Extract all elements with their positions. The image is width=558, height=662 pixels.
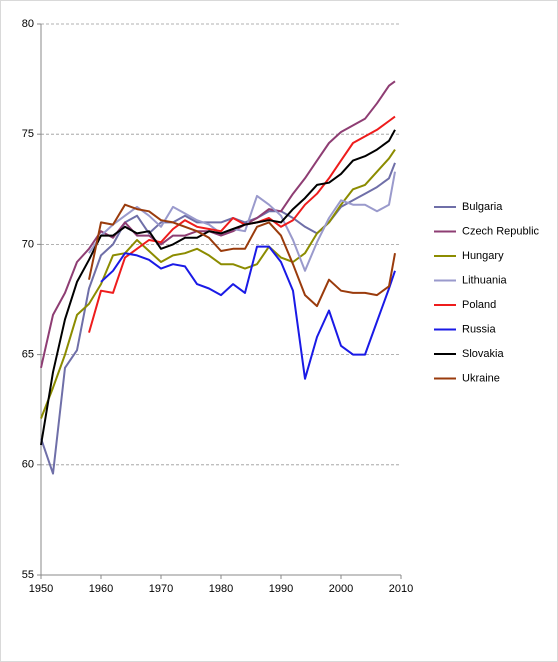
legend-label: Czech Republic [462, 225, 540, 237]
x-tick-label: 1990 [269, 583, 293, 595]
series-line [88, 203, 396, 308]
x-tick-label: 1980 [209, 583, 233, 595]
y-tick-label: 60 [22, 459, 34, 471]
series-line [40, 129, 396, 446]
y-tick-label: 75 [22, 128, 34, 140]
grid: 55 60 65 70 75 80 1950 1960 1970 1980 1990 2000 2010 [22, 18, 413, 595]
y-tick-label: 55 [22, 569, 34, 581]
x-tick-label: 2000 [329, 583, 353, 595]
y-tick-label: 70 [22, 238, 34, 250]
series-line [40, 162, 396, 475]
legend-label: Hungary [462, 250, 504, 262]
legend-label: Poland [462, 299, 496, 311]
x-tick-label: 2010 [389, 583, 413, 595]
x-tick-label: 1960 [89, 583, 113, 595]
legend: Bulgaria Czech Republic Hungary Lithuania Po… [434, 201, 540, 384]
y-tick-label: 80 [22, 18, 34, 30]
x-tick-label: 1970 [149, 583, 173, 595]
series-line [40, 149, 396, 419]
legend-label: Slovakia [462, 348, 504, 360]
legend-label: Ukraine [462, 372, 500, 384]
legend-label: Russia [462, 323, 497, 335]
y-tick-label: 65 [22, 349, 34, 361]
legend-label: Bulgaria [462, 201, 503, 213]
legend-label: Lithuania [462, 274, 508, 286]
series-line [40, 80, 396, 369]
x-tick-label: 1950 [29, 583, 53, 595]
plot [40, 80, 396, 475]
series-line [100, 245, 396, 380]
